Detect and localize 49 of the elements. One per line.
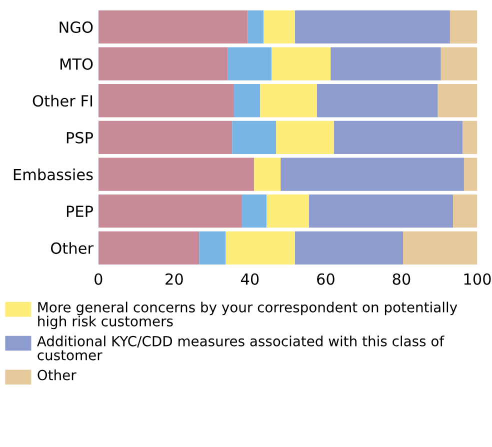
bar xyxy=(330,47,441,80)
x-tick-label: 20 xyxy=(166,273,183,285)
bar xyxy=(450,10,478,44)
bar xyxy=(272,47,331,80)
bar xyxy=(98,231,200,265)
bar xyxy=(276,120,334,154)
bar xyxy=(295,10,450,44)
y-tick-label: Other FI xyxy=(32,94,92,107)
bar xyxy=(199,231,226,265)
y-tick-label: PEP xyxy=(66,206,94,217)
bar xyxy=(98,194,242,228)
bar xyxy=(232,120,276,154)
legend-label: More general concerns by your correspondent on potentially high risk customers xyxy=(38,302,458,330)
y-tick-label: PSP xyxy=(66,132,94,144)
y-tick-label: Other xyxy=(51,242,94,254)
x-tick-label: 40 xyxy=(240,273,259,285)
x-tick-label: 100 xyxy=(464,273,491,285)
bar xyxy=(402,231,478,265)
bar xyxy=(295,231,403,265)
bar xyxy=(462,120,478,154)
bar xyxy=(98,158,254,191)
bar xyxy=(440,47,478,80)
bar xyxy=(452,194,478,228)
bar xyxy=(228,47,272,80)
bar xyxy=(280,158,464,191)
bar xyxy=(234,84,260,118)
bar xyxy=(98,120,232,154)
x-tick-label: 0 xyxy=(94,273,102,285)
bar xyxy=(248,10,264,44)
bar xyxy=(254,158,281,191)
bar xyxy=(98,84,234,118)
y-tick-label: MTO xyxy=(60,58,93,70)
x-tick-label: 80 xyxy=(392,273,410,285)
bar xyxy=(264,10,296,44)
legend-label: Additional KYC/CDD measures associated with this class of customer xyxy=(37,336,444,360)
bar xyxy=(438,84,478,118)
bar xyxy=(316,84,438,118)
bar xyxy=(260,84,317,118)
bar xyxy=(98,47,228,80)
bar xyxy=(334,120,462,154)
y-tick-label: NGO xyxy=(60,21,93,33)
bar xyxy=(464,158,478,191)
bar xyxy=(226,231,296,265)
bar xyxy=(309,194,453,228)
y-tick-label: Embassies xyxy=(14,168,93,180)
bar xyxy=(98,10,248,44)
bar xyxy=(266,194,310,228)
x-tick-label: 60 xyxy=(317,273,334,285)
bar xyxy=(242,194,267,228)
